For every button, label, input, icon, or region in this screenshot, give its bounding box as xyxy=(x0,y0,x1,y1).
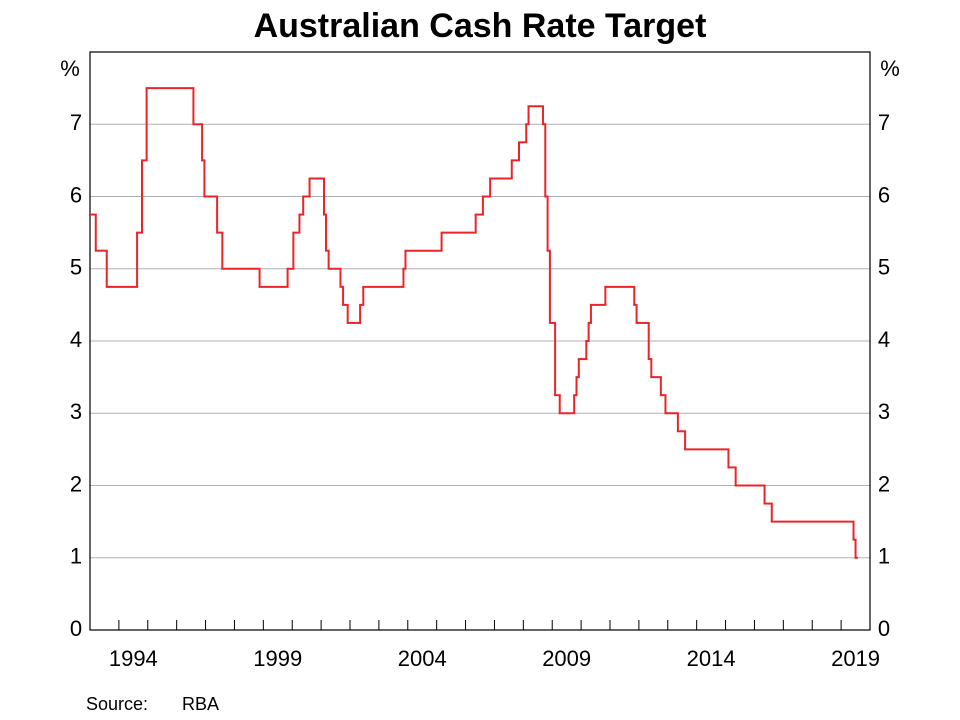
y-tick-label: 7 xyxy=(70,110,82,135)
y-tick-label: 2 xyxy=(70,471,82,496)
y-tick-label-right: 2 xyxy=(878,471,890,496)
x-tick-label: 2014 xyxy=(687,646,736,671)
y-unit-right: % xyxy=(880,56,900,81)
x-tick-label: 1994 xyxy=(109,646,158,671)
y-tick-label-right: 0 xyxy=(878,616,890,641)
y-tick-label-right: 7 xyxy=(878,110,890,135)
x-tick-label: 2004 xyxy=(398,646,447,671)
y-tick-label: 0 xyxy=(70,616,82,641)
y-unit-left: % xyxy=(60,56,80,81)
source-label: Source: xyxy=(86,694,148,714)
plot-frame xyxy=(89,51,871,631)
y-tick-label: 5 xyxy=(70,255,82,280)
y-tick-label: 1 xyxy=(70,544,82,569)
y-tick-label: 4 xyxy=(70,327,82,352)
source: RBA xyxy=(182,694,219,714)
x-tick-label: 2009 xyxy=(542,646,591,671)
chart-title: Australian Cash Rate Target xyxy=(254,7,707,45)
y-tick-label-right: 3 xyxy=(878,399,890,424)
y-tick-label: 3 xyxy=(70,399,82,424)
y-tick-label-right: 4 xyxy=(878,327,890,352)
y-tick-label: 6 xyxy=(70,182,82,207)
x-tick-label: 2019 xyxy=(831,646,880,671)
y-tick-label-right: 1 xyxy=(878,544,890,569)
y-tick-label-right: 6 xyxy=(878,182,890,207)
y-tick-label-right: 5 xyxy=(878,255,890,280)
x-tick-label: 1999 xyxy=(253,646,302,671)
